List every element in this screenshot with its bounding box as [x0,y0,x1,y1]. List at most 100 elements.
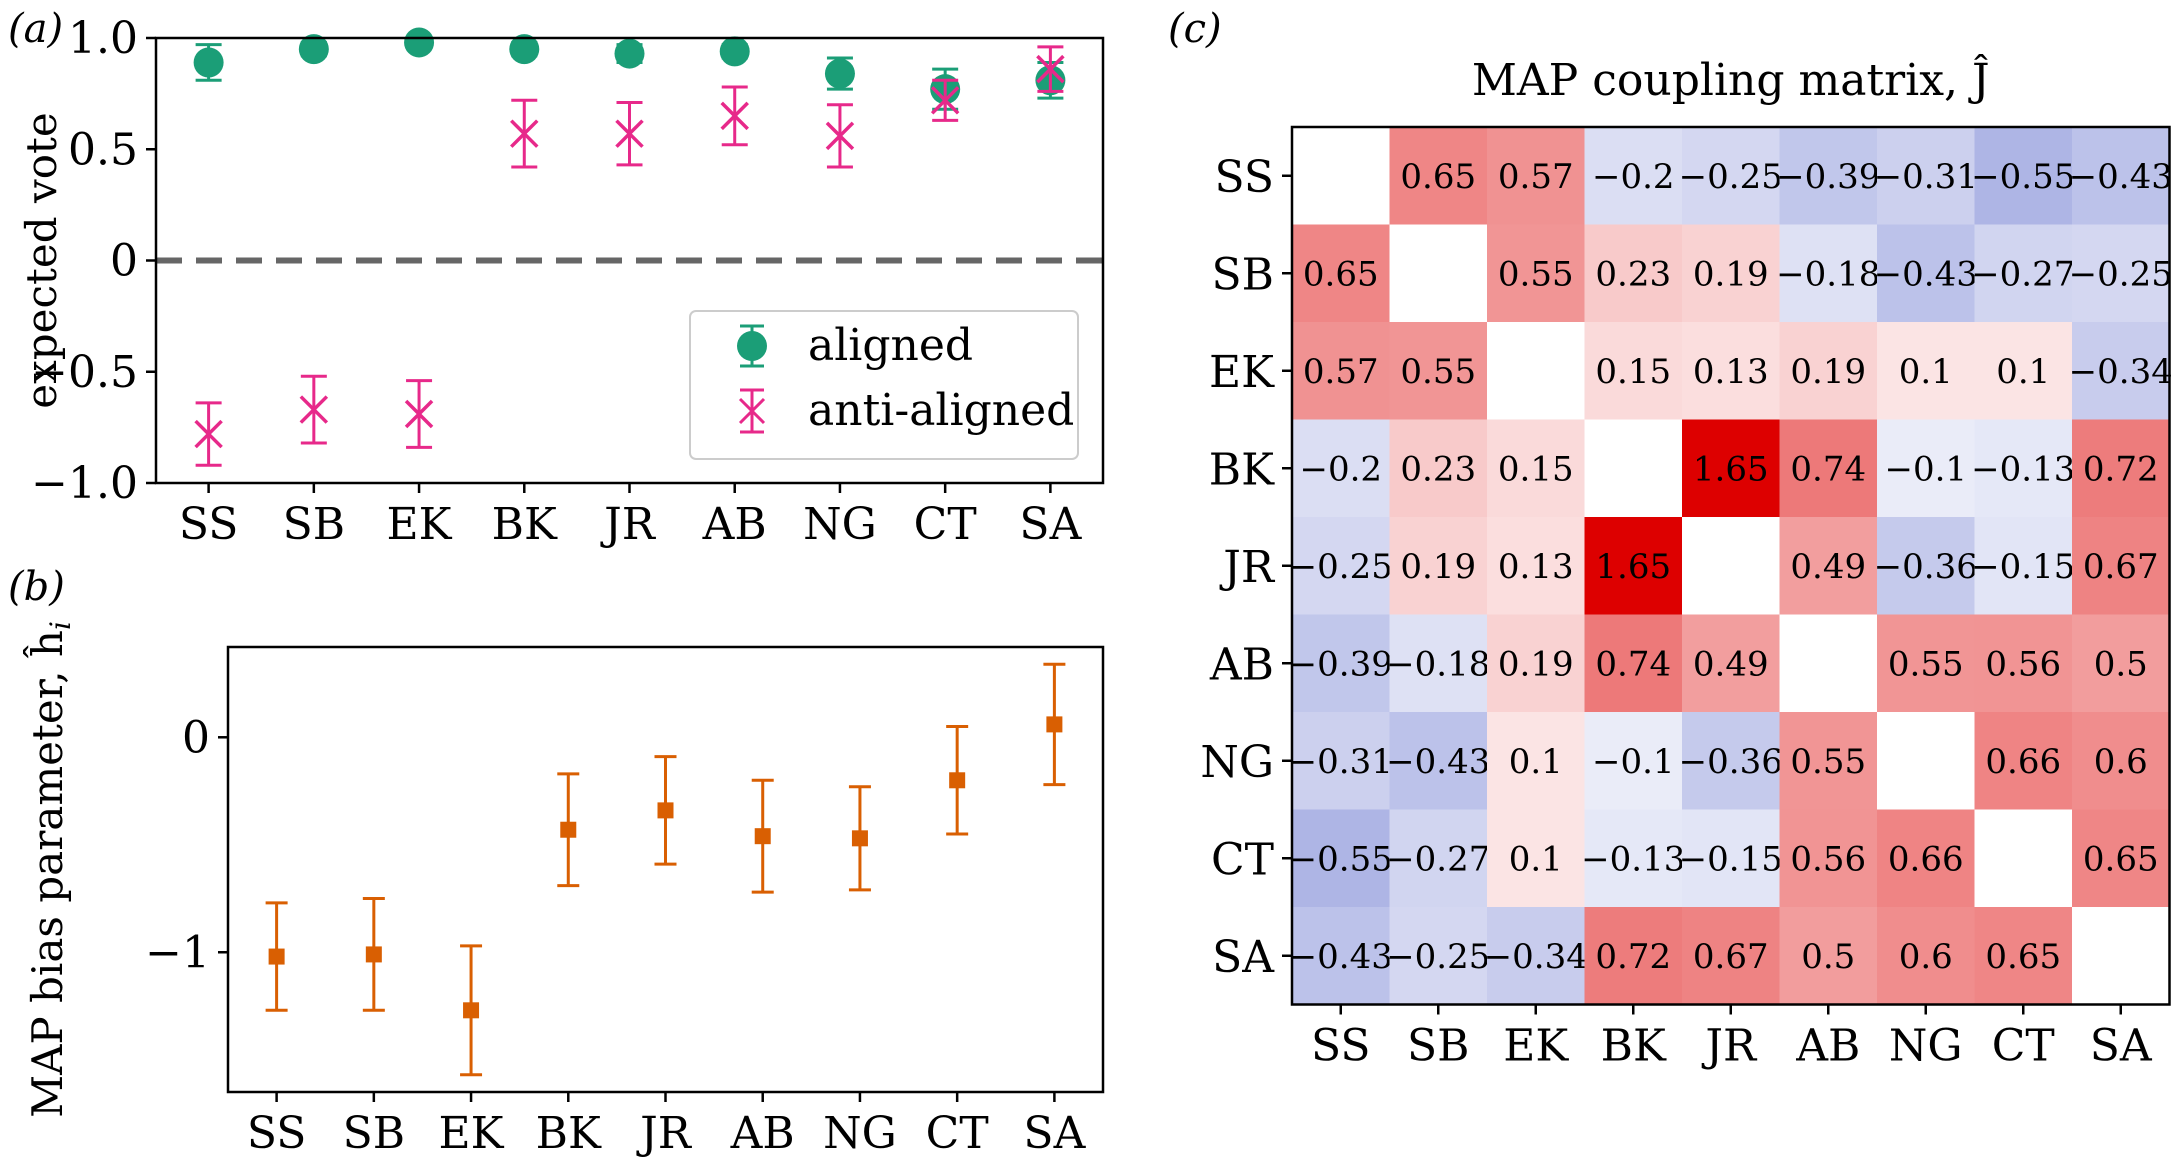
panel-a-tag: (a) [8,6,63,52]
panel-b-map-bias: −1 0 SS SB EK BK JR AB NG CT SA MAP bias paramete… [22,621,1105,1159]
heatmap-cell-label: −0.31 [1289,742,1393,782]
panel-c-title: MAP coupling matrix, Ĵ [1472,53,1990,106]
heatmap-cell-label: 1.65 [1595,547,1671,587]
heatmap-cell [2072,809,2170,908]
y-tick-label: −0.5 [31,347,138,398]
heatmap-cell-label: −0.43 [1386,742,1490,782]
y-tick-label: −1 [145,927,210,978]
anti-aligned-point [299,395,329,424]
y-tick-label: SS [1214,152,1274,203]
heatmap-cell-label: 0.1 [1996,352,2050,392]
heatmap-cell [1779,907,1878,1005]
heatmap-cell [1292,614,1390,713]
heatmap-cell [1389,322,1488,420]
heatmap-cell [1877,907,1975,1005]
y-tick-label: AB [1209,639,1274,690]
heatmap-cell [1584,907,1683,1005]
heatmap-cell [1877,614,1975,713]
heatmap-cell [2072,614,2170,713]
heatmap-cell-label: 0.19 [1498,644,1574,684]
panel-a-y-axis-label: expected vote [17,112,66,409]
x-tick-label: JR [636,1108,693,1159]
bias-point [754,828,771,845]
panel-b-x-ticks: SS SB EK BK JR AB NG CT SA [247,1092,1087,1159]
heatmap-cell [1487,907,1585,1005]
heatmap-cell-label: −0.13 [1971,449,2075,489]
x-tick-label: BK [492,499,558,550]
heatmap-cell-label: 0.23 [1595,254,1671,294]
y-tick-label: −1.0 [31,458,138,509]
y-tick-label: SB [1212,249,1274,300]
bias-point [365,946,382,963]
heatmap-cell-label: −0.27 [1386,839,1490,879]
heatmap-cell [1292,322,1390,420]
aligned-point [824,58,855,89]
heatmap-cell-label: −0.34 [1484,937,1588,977]
heatmap-cell-label: −0.2 [1592,157,1675,197]
panel-b-y-axis-label: MAP bias parameter, ĥi [22,621,77,1118]
bias-point [560,821,577,838]
heatmap-cell-label: −0.15 [1971,547,2075,587]
anti-aligned-point [194,419,223,449]
heatmap-cell-label: 0.55 [1790,742,1866,782]
x-tick-label: SA [1023,1108,1086,1159]
panel-c-tag: (c) [1168,6,1222,52]
heatmap-cell-label: 0.1 [1509,839,1563,879]
heatmap-cell-label: 0.19 [1790,352,1866,392]
heatmap-cell-label: 0.56 [1985,644,2061,684]
heatmap-cell-label: −0.2 [1299,449,1382,489]
x-tick-label: JR [1701,1021,1758,1072]
heatmap-cell [1779,224,1878,323]
heatmap-cell [1779,517,1878,615]
heatmap-cell-label: 0.72 [1595,937,1671,977]
heatmap-cell-label: 0.13 [1498,547,1574,587]
heatmap-cell [1584,224,1683,323]
heatmap-cell [1682,809,1780,908]
heatmap-cell-label: 0.15 [1498,449,1574,489]
heatmap-cell-label: −0.18 [1386,644,1490,684]
heatmap-cell-label: −0.27 [1971,254,2075,294]
anti-aligned-point [1036,54,1065,84]
aligned-point [404,27,435,58]
y-tick-label: 0.5 [68,124,138,175]
heatmap-cell-label: 0.55 [1400,352,1476,392]
heatmap-cell-label: −0.25 [1289,547,1393,587]
bias-point [657,802,674,819]
heatmap-cell-label: −0.34 [2069,352,2171,392]
heatmap-cell [1779,712,1878,810]
aligned-point [614,38,645,69]
heatmap-cell [1487,712,1585,810]
heatmap-cell [1682,614,1780,713]
heatmap-cell [1877,419,1975,518]
heatmap-cell [1487,419,1585,518]
heatmap-cell-label: 0.65 [1985,937,2061,977]
heatmap-cell-label: 0.49 [1693,644,1769,684]
anti-aligned-point [510,119,539,148]
heatmap-cell [1682,907,1780,1005]
heatmap-cell [2072,322,2170,420]
heatmap-cell-label: 0.74 [1595,644,1671,684]
heatmap-cell [1584,322,1683,420]
heatmap-cell [1584,419,1683,518]
heatmap-cell [1877,712,1975,810]
heatmap-cell [1389,712,1488,810]
heatmap-cell-label: −0.55 [1971,157,2075,197]
y-tick-label: 1.0 [68,13,138,64]
heatmap-cell [1292,907,1390,1005]
legend-box [689,310,1079,460]
x-tick-label: SS [247,1108,307,1159]
heatmap-cell-label: 0.5 [2094,644,2148,684]
heatmap-cells: 0.65 0.57 −0.2 −0.25−0.39−0.31−0.55−0.430.6… [1289,127,2171,1005]
x-tick-label: CT [926,1108,989,1159]
panel-b-series [265,662,1066,1077]
anti-aligned-point [930,86,960,115]
heatmap-cell [1584,127,1683,225]
x-tick-label: AB [730,1108,795,1159]
heatmap-cell-label: −0.43 [2069,157,2171,197]
heatmap-cell-label: 0.19 [1693,254,1769,294]
heatmap-cell-label: −0.18 [1776,254,1880,294]
heatmap-cell [1292,809,1390,908]
heatmap-cell [1389,127,1488,225]
heatmap-cell-label: −0.15 [1679,839,1783,879]
heatmap-cell [1779,322,1878,420]
